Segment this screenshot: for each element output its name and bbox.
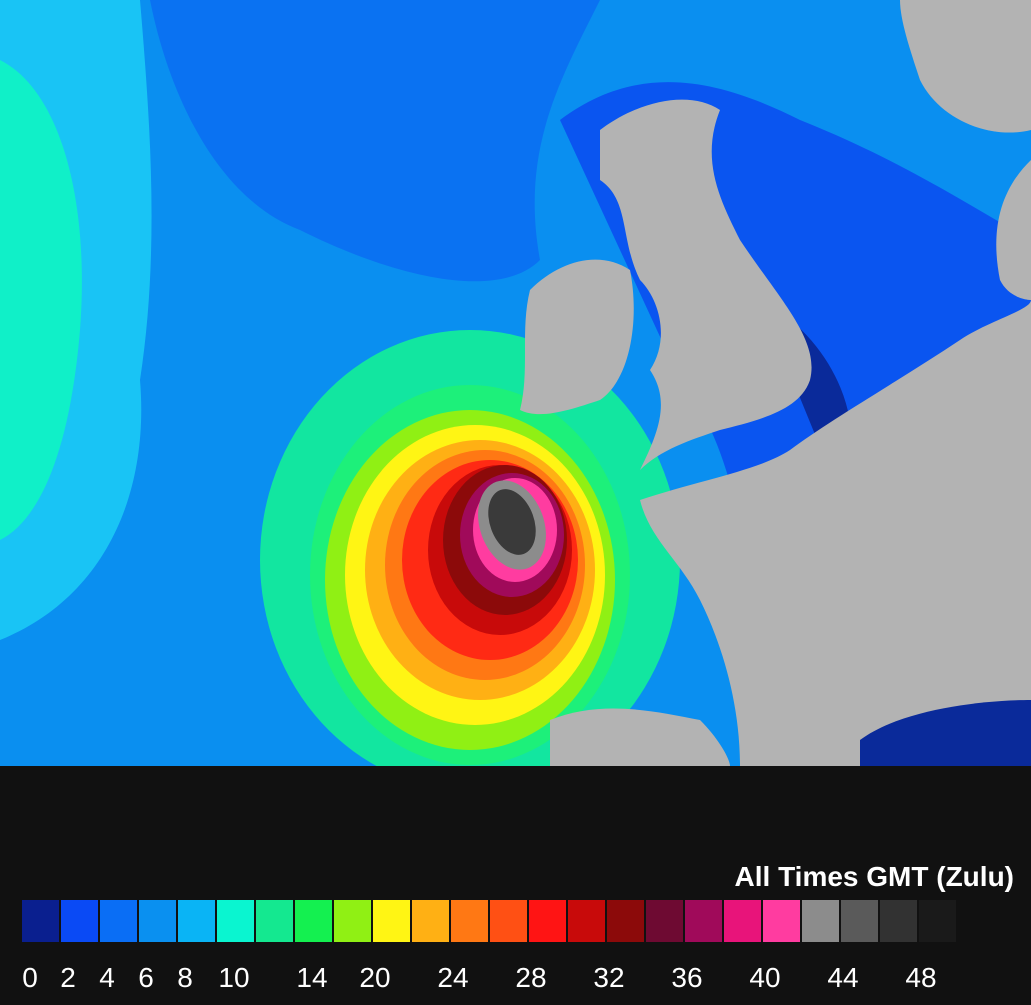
color-swatch xyxy=(607,900,644,942)
color-swatch xyxy=(100,900,137,942)
color-swatch xyxy=(256,900,293,942)
scale-labels: 0 2 4 6 8 10 14 20 24 28 32 36 40 44 48 xyxy=(22,962,936,993)
color-swatch xyxy=(568,900,605,942)
scale-label: 36 xyxy=(671,962,702,993)
color-swatch xyxy=(373,900,410,942)
scale-label: 2 xyxy=(60,962,76,993)
color-swatch xyxy=(334,900,371,942)
color-swatch xyxy=(139,900,176,942)
scale-label: 8 xyxy=(177,962,193,993)
legend-title: All Times GMT (Zulu) xyxy=(735,861,1014,892)
color-swatch xyxy=(841,900,878,942)
color-swatch xyxy=(880,900,917,942)
color-swatch xyxy=(217,900,254,942)
map xyxy=(0,0,1031,790)
scale-label: 24 xyxy=(437,962,468,993)
color-swatch xyxy=(763,900,800,942)
color-swatch xyxy=(646,900,683,942)
scale-label: 44 xyxy=(827,962,858,993)
scale-label: 0 xyxy=(22,962,38,993)
scale-label: 4 xyxy=(99,962,115,993)
color-swatch xyxy=(178,900,215,942)
color-swatch xyxy=(919,900,956,942)
legend-panel xyxy=(0,766,1031,1005)
color-swatch xyxy=(451,900,488,942)
color-swatch xyxy=(529,900,566,942)
color-swatch xyxy=(490,900,527,942)
scale-label: 20 xyxy=(359,962,390,993)
color-swatch xyxy=(724,900,761,942)
scale-label: 28 xyxy=(515,962,546,993)
color-swatch xyxy=(802,900,839,942)
scale-label: 14 xyxy=(296,962,327,993)
color-swatch xyxy=(22,900,59,942)
scale-label: 48 xyxy=(905,962,936,993)
color-swatch xyxy=(295,900,332,942)
color-scale xyxy=(22,900,956,942)
scale-label: 32 xyxy=(593,962,624,993)
color-swatch xyxy=(61,900,98,942)
scale-label: 6 xyxy=(138,962,154,993)
scale-label: 40 xyxy=(749,962,780,993)
color-swatch xyxy=(412,900,449,942)
color-swatch xyxy=(685,900,722,942)
scale-label: 10 xyxy=(218,962,249,993)
